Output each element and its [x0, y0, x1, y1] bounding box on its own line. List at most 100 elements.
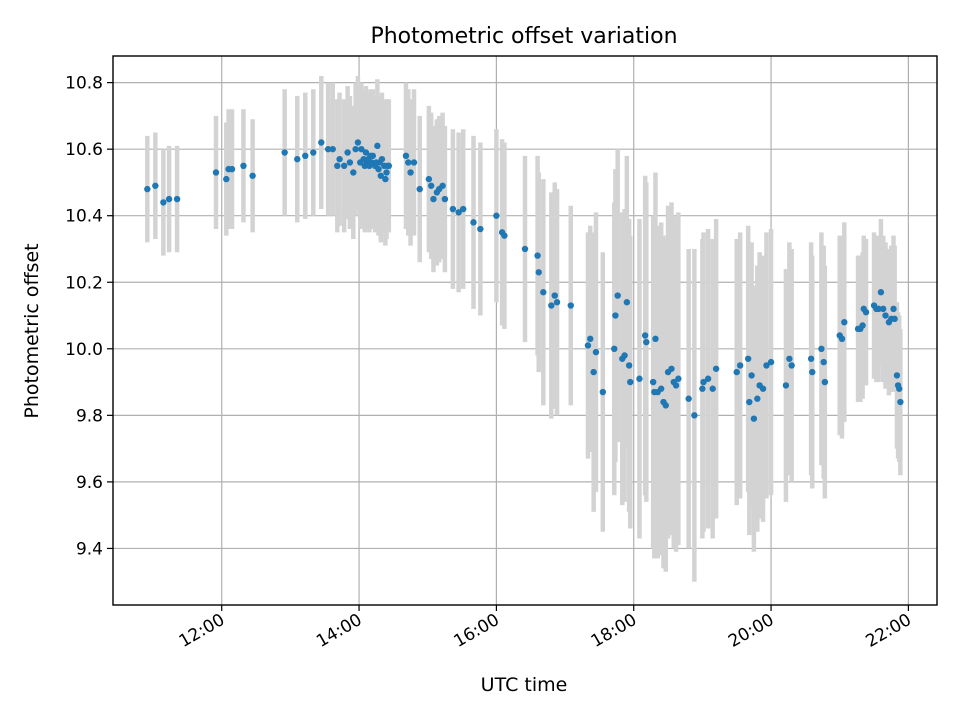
data-point — [521, 245, 529, 253]
data-point — [346, 159, 354, 166]
data-point — [897, 398, 904, 406]
data-point — [567, 302, 574, 309]
data-point — [350, 169, 357, 176]
data-point — [455, 209, 462, 216]
data-point — [344, 149, 351, 156]
data-point — [553, 299, 561, 306]
data-point — [310, 149, 317, 156]
data-point — [767, 358, 775, 366]
data-point — [859, 322, 866, 329]
data-point — [675, 375, 682, 382]
data-point — [160, 199, 167, 206]
data-point — [378, 155, 386, 163]
data-point — [672, 382, 680, 389]
data-point — [223, 175, 230, 183]
data-point — [430, 195, 437, 203]
data-point — [744, 355, 752, 362]
data-point — [212, 169, 220, 176]
data-point — [657, 385, 665, 392]
data-point — [228, 165, 236, 173]
data-point — [643, 338, 650, 346]
data-point — [324, 145, 332, 153]
data-point — [880, 305, 887, 313]
data-point — [641, 332, 649, 339]
data-point — [754, 395, 761, 402]
y-tick-label: 10.0 — [65, 340, 103, 360]
data-point — [477, 225, 484, 233]
y-tick-label: 10.4 — [65, 207, 103, 227]
data-point — [746, 398, 753, 406]
data-point — [736, 362, 744, 369]
data-point — [821, 378, 829, 386]
data-point — [144, 185, 151, 193]
data-point — [748, 372, 755, 379]
data-point — [358, 145, 365, 153]
data-point — [540, 289, 547, 296]
data-point — [841, 318, 848, 326]
data-point — [548, 302, 555, 309]
y-tick-label: 9.4 — [76, 539, 103, 559]
data-point — [612, 312, 619, 319]
data-point — [621, 352, 628, 359]
data-point — [249, 172, 256, 179]
data-point — [699, 385, 706, 392]
data-point — [662, 402, 669, 409]
y-tick-label: 10.6 — [65, 140, 103, 160]
data-point — [750, 415, 758, 422]
data-point — [425, 175, 433, 183]
data-point — [294, 155, 301, 163]
data-point — [329, 145, 336, 153]
data-point — [668, 365, 675, 372]
data-point — [362, 149, 370, 156]
data-point — [704, 375, 712, 382]
data-point — [882, 312, 889, 319]
data-point — [402, 152, 410, 160]
data-point — [352, 145, 359, 153]
x-axis-label: UTC time — [481, 674, 568, 696]
data-point — [439, 182, 446, 189]
data-point — [890, 305, 897, 313]
y-tick-label: 10.8 — [65, 74, 103, 94]
data-point — [862, 309, 870, 316]
data-point — [763, 362, 770, 369]
data-point — [627, 378, 634, 386]
data-point — [441, 195, 449, 203]
data-point — [652, 335, 659, 343]
data-point — [625, 362, 633, 369]
data-point — [809, 368, 816, 376]
data-point — [875, 305, 882, 313]
data-point — [807, 355, 815, 362]
y-axis-label: Photometric offset — [21, 243, 43, 418]
data-point — [493, 212, 500, 219]
data-point — [405, 159, 412, 166]
data-point — [501, 232, 508, 239]
data-point — [614, 292, 621, 299]
data-point — [820, 358, 827, 366]
data-point — [877, 289, 885, 296]
data-point — [893, 372, 901, 379]
data-point — [685, 395, 692, 402]
data-point — [427, 182, 435, 189]
y-tick-label: 9.6 — [76, 473, 103, 493]
data-point — [340, 162, 348, 169]
data-point — [788, 362, 795, 369]
data-point — [410, 159, 418, 166]
data-points — [144, 139, 904, 422]
data-point — [584, 342, 592, 349]
y-tick-label: 9.8 — [76, 406, 103, 426]
data-point — [383, 169, 390, 176]
data-point — [318, 139, 325, 146]
data-point — [587, 335, 594, 343]
data-point — [369, 152, 376, 160]
data-point — [691, 412, 698, 419]
data-point — [375, 165, 382, 173]
data-point — [334, 162, 341, 169]
data-point — [712, 365, 720, 372]
data-point — [535, 269, 542, 276]
plot-frame — [112, 55, 938, 606]
data-point — [818, 345, 825, 352]
data-point — [759, 385, 767, 392]
data-point — [407, 169, 414, 176]
data-point — [460, 205, 467, 213]
